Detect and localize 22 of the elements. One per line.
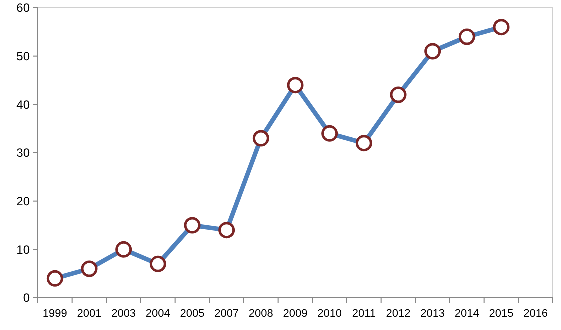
x-tick-label: 2004	[146, 308, 170, 320]
x-tick-label: 2009	[283, 308, 308, 320]
x-tick-label: 2007	[214, 308, 240, 320]
y-tick-label: 20	[16, 194, 30, 209]
x-tick-label: 2001	[77, 308, 102, 320]
y-tick-label: 60	[16, 1, 30, 16]
x-tick-label: 2012	[386, 308, 411, 320]
x-tick-label: 2013	[420, 308, 446, 320]
y-tick-label: 0	[23, 291, 30, 306]
y-tick-label: 50	[16, 50, 30, 64]
y-tick-label: 40	[16, 98, 30, 112]
y-tick-label: 10	[16, 242, 30, 257]
x-tick-label: 2008	[248, 308, 274, 320]
x-tick-label: 2015	[489, 308, 514, 320]
x-tick-label: 2010	[318, 308, 342, 320]
x-tick-label: 2016	[524, 308, 548, 320]
x-tick-label: 2003	[112, 308, 136, 320]
x-tick-label: 1999	[42, 308, 68, 320]
y-tick-label: 30	[16, 146, 30, 160]
x-tick-label: 2005	[180, 308, 205, 320]
x-tick-label: 2014	[454, 308, 480, 320]
x-tick-label: 2011	[352, 308, 376, 320]
